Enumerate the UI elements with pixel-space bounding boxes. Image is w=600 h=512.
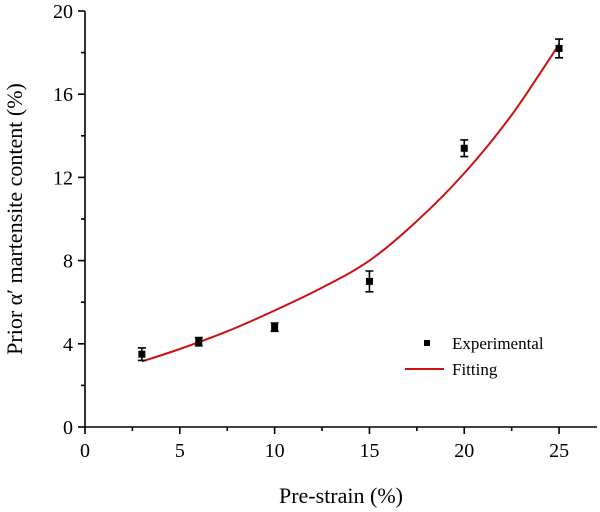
data-point xyxy=(138,350,146,358)
y-tick-label: 8 xyxy=(63,251,73,273)
x-tick-label: 20 xyxy=(454,440,474,462)
data-point xyxy=(195,338,203,346)
y-tick-label: 20 xyxy=(53,1,73,23)
x-tick-label: 25 xyxy=(549,440,569,462)
data-point xyxy=(271,323,279,331)
data-point xyxy=(555,44,563,52)
axes xyxy=(84,11,597,428)
y-tick-label: 4 xyxy=(63,334,73,356)
x-tick-label: 10 xyxy=(265,440,285,462)
data-point xyxy=(365,277,373,285)
data-point xyxy=(460,144,468,152)
legend: Experimental Fitting xyxy=(405,334,544,379)
x-tick-label: 5 xyxy=(175,440,185,462)
y-tick-label: 12 xyxy=(53,167,73,189)
legend-label-experimental: Experimental xyxy=(452,334,544,353)
y-axis-title: Prior α′ martensite content (%) xyxy=(2,83,27,355)
y-tick-label: 0 xyxy=(63,417,73,439)
legend-label-fitting: Fitting xyxy=(452,360,498,379)
x-tick-label: 15 xyxy=(359,440,379,462)
y-tick-label: 16 xyxy=(53,84,73,106)
x-axis-title: Pre-strain (%) xyxy=(279,483,403,508)
x-tick-label: 0 xyxy=(80,440,90,462)
legend-marker-experimental xyxy=(424,340,430,346)
fitting-curve xyxy=(141,43,560,363)
marks xyxy=(137,38,564,363)
ticks: 0 5 10 15 20 25 0 4 8 12 16 20 xyxy=(53,1,569,462)
